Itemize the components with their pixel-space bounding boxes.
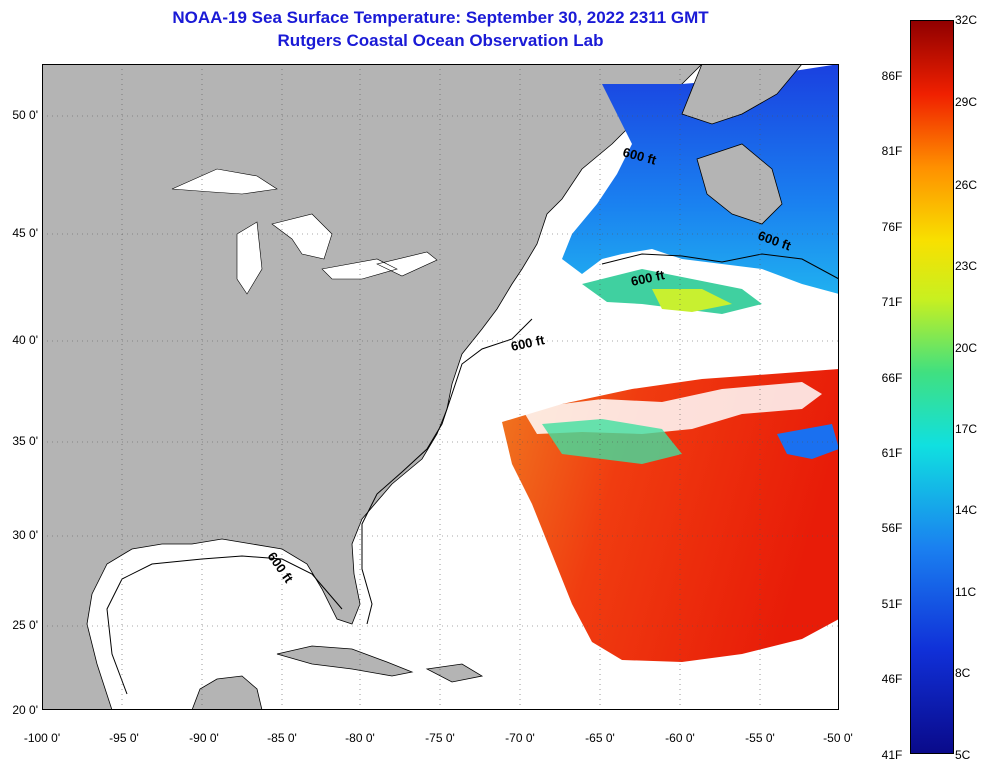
colorbar-c-label: 8C (955, 666, 971, 680)
lat-label: 35 0' (12, 434, 38, 448)
colorbar-c-label: 20C (955, 341, 978, 355)
ssta-georges-bank (652, 289, 732, 312)
lon-label: -65 0' (585, 731, 615, 745)
land-newfoundland (696, 143, 783, 225)
sst-map: 600 ft 600 ft 600 ft 600 ft 600 ft (41, 63, 840, 711)
lon-label: -85 0' (267, 731, 297, 745)
land-north-america (41, 63, 703, 711)
colorbar-f-label: 41F (881, 748, 903, 762)
colorbar-c-label: 5C (955, 748, 971, 762)
colorbar-f-label: 51F (881, 597, 903, 611)
colorbar-c-label: 29C (955, 95, 978, 109)
lon-label: -90 0' (189, 731, 219, 745)
contour-600ft-north (601, 253, 840, 280)
colorbar-c-label: 23C (955, 259, 978, 273)
colorbar-f-label: 66F (881, 371, 903, 385)
contour-600ft (106, 318, 533, 695)
colorbar-c-label: 11C (955, 585, 977, 599)
lon-label: -55 0' (745, 731, 775, 745)
lat-label: 40 0' (12, 333, 38, 347)
lat-label: 20 0' (12, 703, 38, 717)
colorbar-f-label: 56F (881, 521, 903, 535)
colorbar-f-label: 46F (881, 672, 903, 686)
colorbar-c-label: 14C (955, 503, 978, 517)
map-subtitle: Rutgers Coastal Ocean Observation Lab (277, 31, 604, 50)
map-title: NOAA-19 Sea Surface Temperature: Septemb… (172, 8, 709, 27)
colorbar-f-label: 71F (881, 295, 903, 309)
colorbar-c-label: 26C (955, 178, 978, 192)
map-border (42, 64, 839, 710)
ssta-north-atlantic (562, 64, 839, 294)
lon-label: -50 0' (823, 731, 853, 745)
lat-label: 45 0' (12, 226, 38, 240)
lat-label: 30 0' (12, 528, 38, 542)
colorbar-f-label: 86F (881, 69, 903, 83)
lon-label: -70 0' (505, 731, 535, 745)
colorbar-c-label: 32C (955, 13, 978, 27)
contour-label: 600 ft (510, 332, 547, 354)
colorbar-c-label: 17C (955, 422, 978, 436)
temperature-colorbar (910, 20, 954, 754)
contour-label: 600 ft (630, 267, 667, 289)
lon-label: -100 0' (23, 731, 61, 745)
colorbar-f-label: 81F (881, 144, 903, 158)
lon-label: -95 0' (109, 731, 139, 745)
land-hispaniola (425, 663, 484, 683)
great-lakes (171, 168, 438, 295)
lon-label: -80 0' (345, 731, 375, 745)
colorbar-f-label: 76F (881, 220, 903, 234)
lat-label: 25 0' (12, 618, 38, 632)
lon-label: -60 0' (665, 731, 695, 745)
land-cuba (276, 645, 414, 677)
lat-label: 50 0' (12, 108, 38, 122)
lon-label: -75 0' (425, 731, 455, 745)
ssta-cool-patch (542, 419, 682, 464)
ssta-cold-eddy (777, 424, 839, 459)
colorbar-f-label: 61F (881, 446, 903, 460)
